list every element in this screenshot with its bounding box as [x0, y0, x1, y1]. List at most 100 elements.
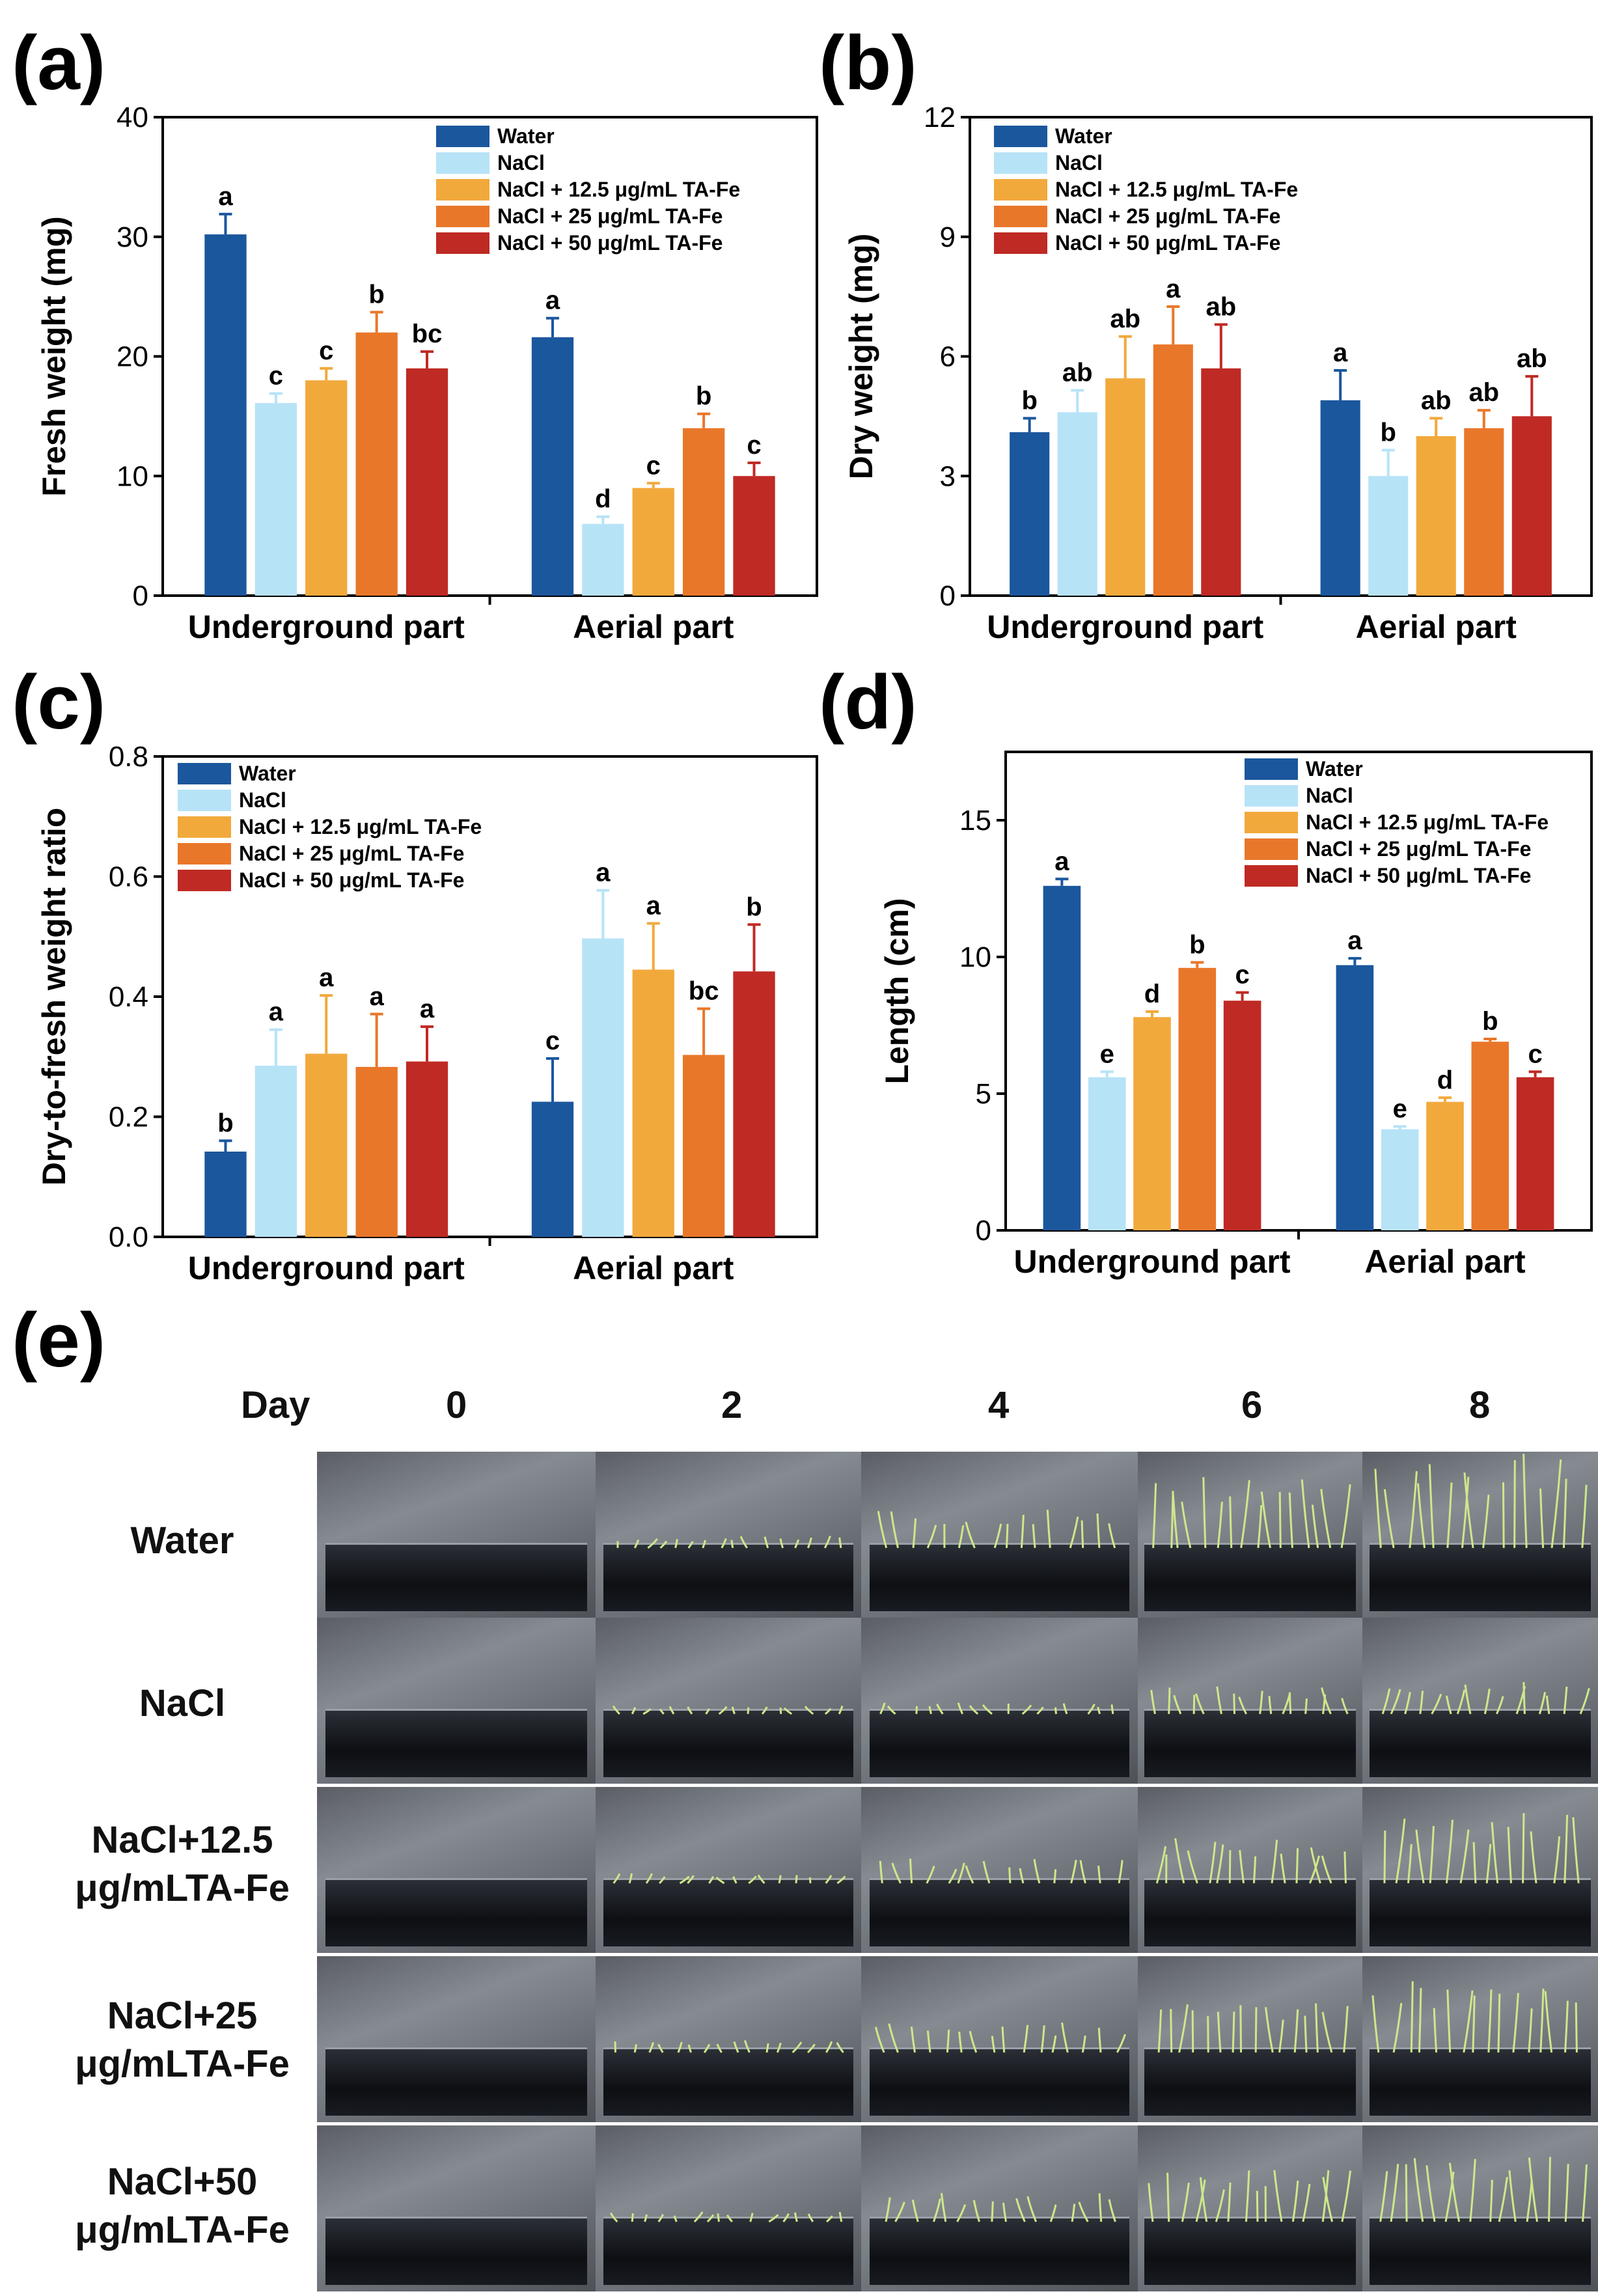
seedling-shoot — [782, 2213, 790, 2222]
seedlings — [1374, 1454, 1588, 1549]
growth-tray — [325, 1542, 588, 1611]
seedling-shoot — [1321, 2012, 1333, 2053]
y-tick-label: 6 — [940, 341, 956, 373]
seedling-shoot — [982, 1704, 993, 1715]
seedling-shoot — [957, 1702, 964, 1715]
x-category-label: Underground part — [1014, 1243, 1291, 1280]
seedling-shoot — [1271, 1840, 1278, 1884]
seedling-photo — [861, 1452, 1138, 1618]
bar — [1088, 1077, 1126, 1230]
legend-swatch — [436, 152, 489, 174]
seedling-shoot — [1181, 2182, 1190, 2222]
significance-letter: b — [696, 382, 711, 411]
seedling-shoot — [1530, 1831, 1537, 1884]
seedling-shoot — [877, 1511, 888, 1549]
legend-swatch — [994, 179, 1047, 201]
seedling-shoot — [1448, 2163, 1461, 2222]
seedling-shoot — [972, 2200, 980, 2222]
seedling-photo — [1138, 1618, 1362, 1784]
seedling-shoot — [687, 2044, 692, 2053]
row-label-nacl-12-5: NaCl+12.5 μg/mLTA-Fe — [46, 1816, 319, 1913]
seedling-shoot — [1054, 1707, 1058, 1715]
row-label-line: Water — [130, 1519, 234, 1562]
seedling-shoot — [1252, 1856, 1257, 1883]
y-axis-label: Dry weight (mg) — [843, 234, 879, 480]
y-tick-label: 0 — [940, 580, 956, 612]
seedling-photo — [861, 1956, 1138, 2122]
seedling-shoot — [1215, 2189, 1225, 2222]
seedling-shoot — [1026, 2196, 1038, 2222]
x-category-label: Underground part — [188, 1250, 465, 1286]
seedling-shoot — [1444, 2171, 1455, 2222]
legend-label: NaCl + 50 μg/mL TA-Fe — [1306, 864, 1531, 887]
significance-letter: b — [746, 892, 762, 921]
seedling-shoot — [1304, 1698, 1308, 1715]
bar — [682, 1055, 725, 1237]
seedling-shoot — [1097, 2027, 1102, 2053]
seedling-shoot — [910, 2026, 916, 2053]
significance-letter: c — [1235, 961, 1249, 989]
bar — [406, 368, 448, 596]
seedling-shoot — [1209, 1842, 1217, 1884]
seedlings — [613, 1873, 846, 1885]
seedling-shoot — [1152, 1483, 1157, 1548]
seedling-shoot — [779, 1538, 784, 1549]
seedling-shoot — [1539, 1988, 1545, 2053]
seedling-shoot — [1265, 2007, 1274, 2053]
significance-letter: a — [370, 982, 385, 1011]
seedling-shoot — [1371, 1995, 1380, 2053]
growth-tray — [325, 1708, 588, 1777]
seedlings — [1157, 2003, 1349, 2053]
y-tick-label: 30 — [117, 221, 148, 253]
seedling-shoot — [1260, 1491, 1271, 1549]
legend-label: NaCl + 25 μg/mL TA-Fe — [1306, 837, 1531, 861]
seedling-shoot — [928, 1706, 932, 1715]
seedlings — [874, 2022, 1126, 2053]
seedling-shoot — [825, 1875, 833, 1884]
panel-label-d: (d) — [819, 659, 917, 745]
legend-label: NaCl + 12.5 μg/mL TA-Fe — [497, 178, 740, 201]
seedling-shoot — [1315, 2003, 1319, 2053]
bar — [355, 332, 398, 596]
significance-letter: b — [1380, 418, 1396, 447]
significance-letter: a — [1347, 926, 1362, 955]
y-tick-label: 10 — [117, 460, 148, 492]
legend-label: NaCl + 25 μg/mL TA-Fe — [1055, 204, 1280, 228]
x-category-label: Aerial part — [573, 609, 734, 645]
seedlings — [877, 1510, 1116, 1549]
significance-letter: bc — [412, 320, 443, 348]
seedling-shoot — [1001, 2026, 1006, 2053]
bar — [1381, 1129, 1419, 1230]
legend-label: NaCl + 50 μg/mL TA-Fe — [239, 868, 464, 892]
legend-label: NaCl + 25 μg/mL TA-Fe — [239, 842, 464, 865]
panel-label-c: (c) — [12, 659, 106, 745]
seedling-shoot — [894, 2202, 905, 2222]
seedling-shoot — [1321, 1687, 1332, 1715]
significance-letter: e — [1100, 1040, 1114, 1068]
seedlings — [1381, 1681, 1590, 1715]
significance-letter: a — [646, 891, 661, 920]
seedling-shoot — [969, 2030, 978, 2053]
seedling-shoot — [1572, 1817, 1580, 1884]
seedling-photo — [596, 1956, 861, 2122]
seedling-shoot — [730, 1540, 734, 1549]
growth-tray — [1144, 2047, 1356, 2116]
seedling-shoot — [1461, 1476, 1470, 1549]
growth-tray — [325, 1877, 588, 1946]
seedling-shoot — [1563, 1686, 1568, 1715]
seedling-shoot — [1483, 1689, 1491, 1715]
seedling-shoot — [1343, 1851, 1347, 1883]
seedling-shoot — [1575, 2002, 1578, 2053]
day-label-2: 2 — [721, 1384, 743, 1426]
bar — [355, 1066, 398, 1237]
seedling-shoot — [668, 1706, 675, 1715]
seedling-shoot — [1172, 1491, 1179, 1549]
seedling-shoot — [1202, 1476, 1207, 1548]
legend-swatch — [994, 232, 1047, 254]
seedling-photo — [596, 1618, 861, 1784]
seedling-shoot — [1227, 2182, 1232, 2222]
significance-letter: a — [269, 998, 284, 1027]
seedling-shoot — [1498, 2177, 1508, 2222]
seedling-shoot — [1564, 1814, 1569, 1883]
